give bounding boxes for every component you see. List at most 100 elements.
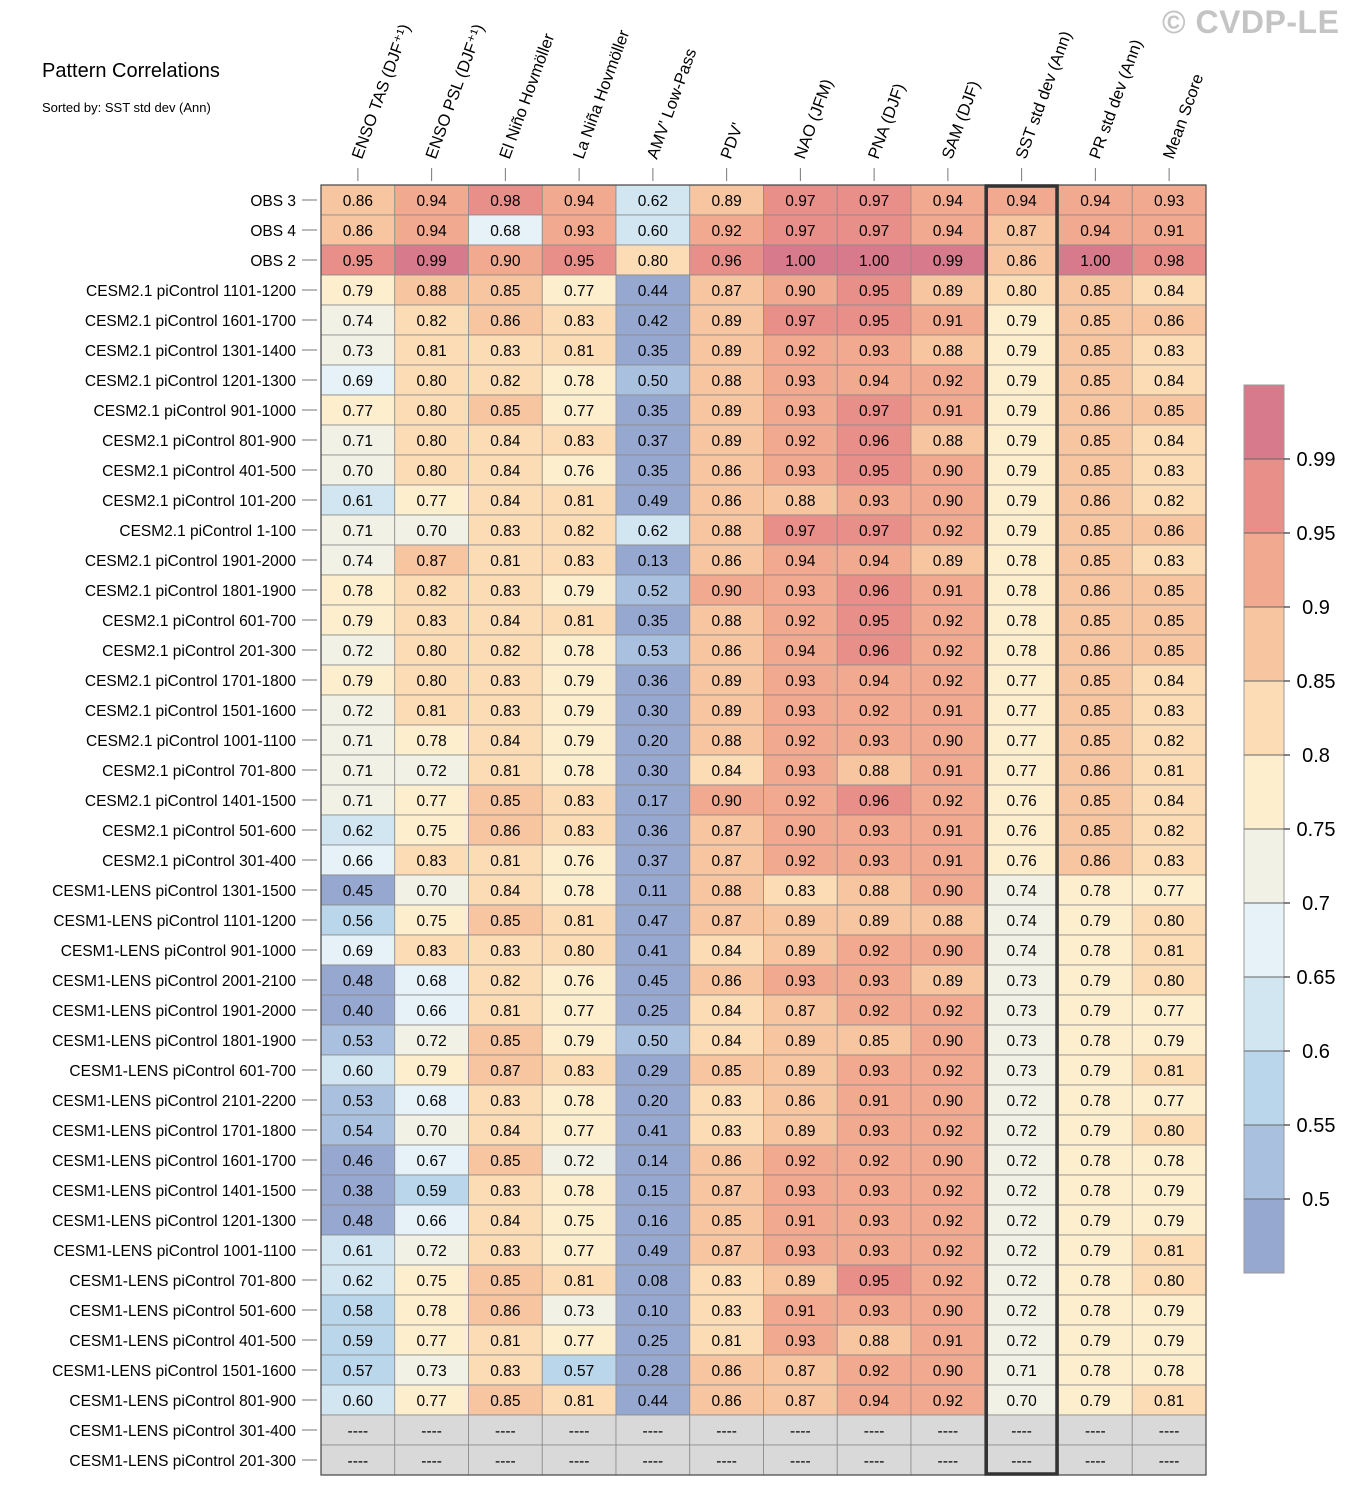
heatmap-cell bbox=[763, 1444, 838, 1476]
heatmap-cell bbox=[689, 784, 764, 816]
cell-value: 0.84 bbox=[712, 763, 743, 780]
cell-value: 0.85 bbox=[712, 1213, 742, 1230]
cell-value: 0.86 bbox=[712, 973, 742, 990]
cell-value: 0.29 bbox=[638, 1063, 668, 1080]
cell-value: 0.85 bbox=[1080, 373, 1110, 390]
cell-value: 0.78 bbox=[564, 763, 594, 780]
heatmap-cell bbox=[468, 184, 543, 216]
heatmap-cell bbox=[910, 1114, 986, 1146]
heatmap-cell bbox=[763, 784, 838, 816]
heatmap-cell bbox=[541, 634, 617, 666]
heatmap-cell bbox=[689, 1114, 764, 1146]
heatmap-cell bbox=[615, 1234, 691, 1266]
cell-value: 0.89 bbox=[859, 913, 889, 930]
row-label: CESM1-LENS piControl 501-600 bbox=[69, 1303, 296, 1320]
row-label: OBS 3 bbox=[250, 193, 296, 210]
heatmap-cell bbox=[615, 664, 691, 696]
cell-value: 0.61 bbox=[343, 493, 373, 510]
cell-value: 0.93 bbox=[785, 1333, 815, 1350]
cell-value: 0.86 bbox=[712, 553, 742, 570]
heatmap-cell bbox=[763, 604, 838, 636]
cell-value: 0.93 bbox=[785, 703, 815, 720]
cell-value: 0.72 bbox=[1007, 1273, 1037, 1290]
cell-value: 0.92 bbox=[785, 733, 815, 750]
cell-value: 0.83 bbox=[490, 583, 520, 600]
heatmap-cell bbox=[541, 1384, 617, 1416]
colorbar-segment bbox=[1244, 459, 1284, 533]
cell-value: 0.72 bbox=[1007, 1153, 1037, 1170]
cell-value: 0.93 bbox=[859, 1123, 889, 1140]
cell-value: 0.88 bbox=[712, 373, 742, 390]
colorbar-segment bbox=[1244, 607, 1284, 681]
cell-value: 0.84 bbox=[490, 1213, 521, 1230]
row-label: OBS 4 bbox=[250, 223, 296, 240]
heatmap-cell bbox=[763, 1234, 838, 1266]
row-label: CESM1-LENS piControl 801-900 bbox=[69, 1393, 296, 1410]
row-label: CESM2.1 piControl 1801-1900 bbox=[85, 583, 296, 600]
heatmap-cell bbox=[984, 724, 1059, 756]
cell-value: 0.77 bbox=[564, 283, 594, 300]
cell-value: 0.78 bbox=[1007, 583, 1037, 600]
cell-value: 0.91 bbox=[933, 1333, 963, 1350]
cell-value: 0.83 bbox=[564, 313, 594, 330]
heatmap-cell bbox=[1058, 424, 1133, 456]
heatmap-cell bbox=[1131, 394, 1207, 426]
cell-value: 0.42 bbox=[638, 313, 668, 330]
cell-value: 0.93 bbox=[859, 493, 889, 510]
cell-value: 0.84 bbox=[712, 943, 743, 960]
heatmap-cell bbox=[1131, 1084, 1207, 1116]
heatmap-cell bbox=[984, 904, 1059, 936]
heatmap-cell bbox=[1058, 1114, 1133, 1146]
cell-value: 0.88 bbox=[712, 733, 742, 750]
row-label: CESM1-LENS piControl 601-700 bbox=[69, 1063, 296, 1080]
cell-value: 0.73 bbox=[417, 1363, 447, 1380]
cell-value: 0.89 bbox=[785, 1063, 815, 1080]
cell-value: 0.62 bbox=[638, 193, 668, 210]
heatmap-cell bbox=[394, 1144, 469, 1176]
cell-value: 0.89 bbox=[785, 1123, 815, 1140]
cell-value: 0.79 bbox=[1080, 1243, 1110, 1260]
heatmap-cell bbox=[541, 334, 617, 366]
heatmap-cell bbox=[541, 1414, 617, 1446]
row-label: CESM1-LENS piControl 1201-1300 bbox=[52, 1213, 296, 1230]
cell-value: 0.97 bbox=[785, 193, 815, 210]
cell-value: 0.81 bbox=[564, 493, 594, 510]
heatmap-cell bbox=[615, 214, 691, 246]
cell-value: 0.81 bbox=[1154, 1063, 1184, 1080]
cell-value: 0.71 bbox=[343, 523, 373, 540]
heatmap-cell bbox=[394, 664, 469, 696]
heatmap-cell bbox=[1058, 544, 1133, 576]
heatmap-cell bbox=[910, 1354, 986, 1386]
cell-value: 0.72 bbox=[1007, 1303, 1037, 1320]
cell-value: 0.83 bbox=[490, 1243, 520, 1260]
cell-value: 0.85 bbox=[490, 283, 520, 300]
cell-value: 0.73 bbox=[1007, 1003, 1037, 1020]
cell-value: 0.90 bbox=[933, 733, 964, 750]
cell-value: 0.83 bbox=[490, 1093, 520, 1110]
heatmap-cell bbox=[910, 784, 986, 816]
cell-value: 0.79 bbox=[1080, 973, 1110, 990]
heatmap-cell bbox=[394, 184, 469, 216]
heatmap-cell bbox=[836, 904, 912, 936]
cell-value: ---- bbox=[864, 1423, 885, 1440]
heatmap-cell bbox=[1131, 904, 1207, 936]
cell-value: 0.56 bbox=[343, 913, 373, 930]
heatmap-cell bbox=[468, 574, 543, 606]
cell-value: 0.90 bbox=[933, 463, 964, 480]
heatmap-cell bbox=[984, 184, 1059, 216]
cell-value: 0.94 bbox=[417, 193, 448, 210]
cell-value: 0.87 bbox=[785, 1003, 815, 1020]
cell-value: ---- bbox=[716, 1453, 737, 1470]
heatmap-cell bbox=[320, 304, 396, 336]
cell-value: 0.87 bbox=[712, 283, 742, 300]
cell-value: ---- bbox=[790, 1453, 811, 1470]
cell-value: 0.78 bbox=[1007, 553, 1037, 570]
heatmap-cell bbox=[468, 964, 543, 996]
cell-value: 0.83 bbox=[1154, 343, 1184, 360]
heatmap-cell bbox=[320, 274, 396, 306]
cell-value: 0.90 bbox=[933, 883, 964, 900]
heatmap-cell bbox=[763, 274, 838, 306]
heatmap-cell bbox=[615, 994, 691, 1026]
row-label: CESM2.1 piControl 1201-1300 bbox=[85, 373, 296, 390]
cell-value: 0.57 bbox=[564, 1363, 594, 1380]
